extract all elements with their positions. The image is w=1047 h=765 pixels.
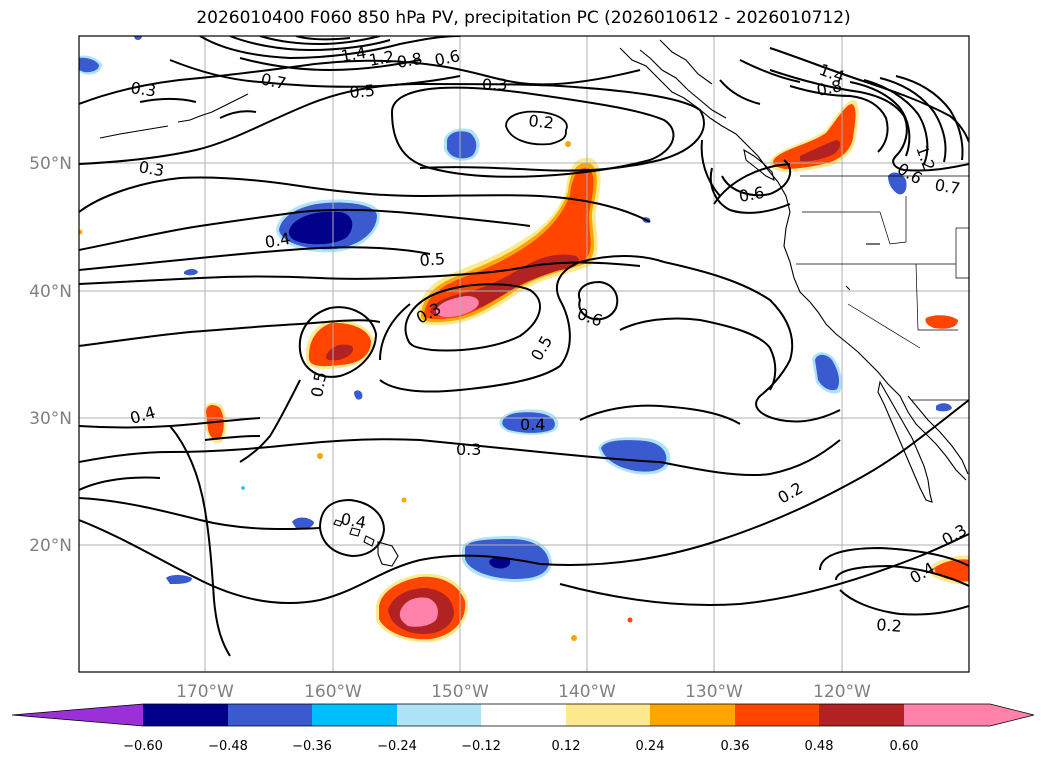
contour-label: 0.4 — [263, 229, 291, 252]
gridlines — [79, 36, 969, 672]
colorbar-segment — [143, 704, 228, 726]
precip-positive-shading — [79, 100, 969, 643]
map-frame — [78, 35, 970, 673]
colorbar-tick-label: −0.36 — [292, 739, 332, 754]
colorbar-segment — [904, 704, 990, 726]
contour-label: 0.3 — [129, 78, 157, 100]
contour-label: 0.5 — [419, 249, 446, 270]
lat-tick-labels: 50°N 40°N 30°N 20°N — [29, 154, 72, 556]
contour-label: 0.4 — [520, 415, 545, 434]
colorbar-tick-label: 0.48 — [805, 739, 834, 754]
colorbar-tick-label: 0.12 — [552, 739, 581, 754]
pv-contours — [79, 36, 969, 657]
colorbar-extend-low — [12, 704, 143, 726]
lat-tick-label: 30°N — [29, 409, 72, 429]
contour-label: 0.2 — [528, 111, 555, 133]
contour-label: 0.2 — [876, 615, 903, 636]
colorbar-tick-label: 0.60 — [890, 739, 919, 754]
contour-label: 0.6 — [433, 46, 462, 70]
colorbar-extend-high — [990, 704, 1034, 726]
figure-title: 2026010400 F060 850 hPa PV, precipitatio… — [196, 8, 851, 28]
contour-label: 0.8 — [815, 76, 844, 100]
colorbar-outline — [11, 703, 1035, 727]
contour-label: 0.7 — [933, 175, 961, 198]
contour-label: 0.4 — [339, 509, 367, 532]
colorbar-tick-labels: −0.60 −0.48 −0.36 −0.24 −0.12 0.12 0.24 … — [123, 739, 918, 754]
colorbar-segment — [650, 704, 735, 726]
colorbar-segment — [312, 704, 397, 726]
lon-tick-label: 120°W — [813, 682, 871, 702]
lon-tick-label: 150°W — [431, 682, 489, 702]
contour-label: 0.5 — [349, 81, 376, 102]
lon-tick-label: 170°W — [176, 682, 234, 702]
contour-label: 0.3 — [482, 75, 507, 94]
lat-tick-label: 50°N — [29, 154, 72, 174]
colorbar-segment — [735, 704, 819, 726]
contour-label: 0.6 — [737, 183, 765, 206]
colorbar-segment — [819, 704, 904, 726]
lat-tick-label: 20°N — [29, 536, 72, 556]
colorbar-tick-label: 0.36 — [721, 739, 750, 754]
contour-label: 0.3 — [137, 157, 165, 180]
contour-label: 1.4 — [339, 43, 367, 66]
colorbar-segment — [566, 704, 650, 726]
colorbar-tick-label: −0.12 — [461, 739, 501, 754]
contour-label: 0.5 — [307, 370, 330, 398]
colorbar-tick-label: −0.48 — [208, 739, 248, 754]
contour-label: 0.8 — [395, 49, 423, 72]
lon-tick-label: 140°W — [558, 682, 616, 702]
lon-tick-label: 130°W — [685, 682, 743, 702]
colorbar-segment — [481, 704, 566, 726]
colorbar-tick-label: −0.60 — [123, 739, 163, 754]
colorbar: −0.60 −0.48 −0.36 −0.24 −0.12 0.12 0.24 … — [11, 703, 1035, 754]
lon-tick-label: 160°W — [304, 682, 362, 702]
contour-label: 0.3 — [456, 440, 481, 459]
contour-label: 1.2 — [367, 47, 395, 70]
political-borders — [796, 175, 969, 401]
contour-label: 0.7 — [259, 69, 288, 93]
lat-tick-label: 40°N — [29, 282, 72, 302]
colorbar-segment — [397, 704, 481, 726]
colorbar-segments — [11, 703, 1035, 727]
colorbar-segment — [228, 704, 312, 726]
colorbar-tick-label: 0.24 — [636, 739, 665, 754]
colorbar-tick-label: −0.24 — [377, 739, 417, 754]
lon-tick-labels: 170°W 160°W 150°W 140°W 130°W 120°W — [176, 682, 871, 702]
